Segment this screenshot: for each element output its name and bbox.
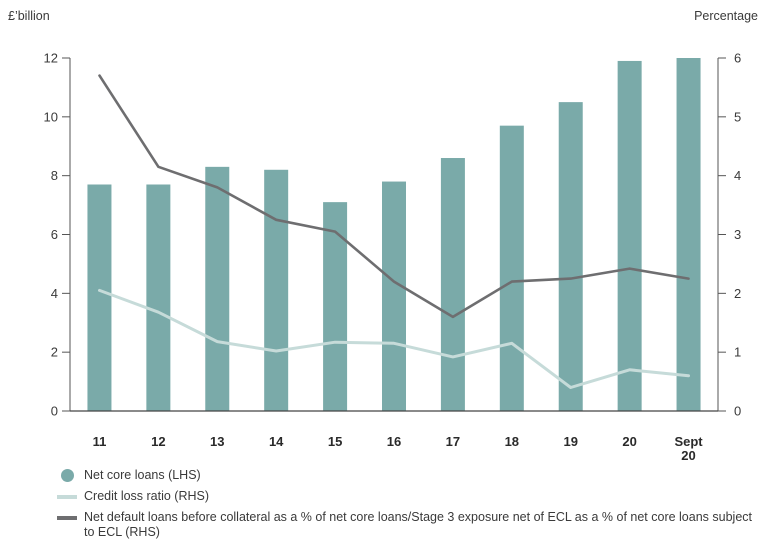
- right-axis-tick-label: 6: [734, 51, 741, 66]
- bar-net-core-loans: [617, 60, 642, 412]
- left-axis-tick-label: 4: [51, 286, 58, 301]
- x-axis-tick-label: 20: [622, 434, 636, 449]
- x-axis-tick-label: 15: [328, 434, 342, 449]
- left-axis-tick-label: 10: [44, 109, 58, 124]
- right-axis-title: Percentage: [694, 9, 758, 23]
- x-axis-tick-label: 17: [446, 434, 460, 449]
- bar-net-core-loans: [87, 184, 112, 411]
- bar-net-core-loans: [558, 102, 583, 411]
- bar-net-core-loans: [146, 184, 171, 411]
- left-axis-tick-label: 2: [51, 345, 58, 360]
- left-axis-tick-label: 0: [51, 404, 58, 419]
- legend-label: Credit loss ratio (RHS): [84, 489, 210, 503]
- left-axis-tick-label: 6: [51, 227, 58, 242]
- line-net-default-loans: [98, 74, 690, 319]
- bar-net-core-loans: [264, 169, 289, 411]
- x-axis-tick-label: 18: [505, 434, 519, 449]
- legend-label: Net default loans before collateral as a…: [84, 510, 752, 539]
- x-axis-tick-label: 12: [151, 434, 165, 449]
- bar-net-core-loans: [323, 202, 348, 411]
- x-axis-tick-label: 19: [563, 434, 577, 449]
- left-axis-title: £’billion: [8, 9, 50, 23]
- legend-line-icon: [57, 515, 77, 520]
- right-axis-tick-label: 5: [734, 109, 741, 124]
- x-axis-tick-label: 13: [210, 434, 224, 449]
- left-axis-tick-label: 8: [51, 168, 58, 183]
- x-axis-tick-label: 16: [387, 434, 401, 449]
- x-axis-tick-label: Sept 20: [674, 434, 703, 463]
- legend-label: Net core loans (LHS): [84, 468, 201, 482]
- bar-net-core-loans: [205, 166, 230, 411]
- right-axis-tick-label: 4: [734, 168, 741, 183]
- right-axis-tick-label: 3: [734, 227, 741, 242]
- bar-net-core-loans: [440, 158, 465, 411]
- bar-net-core-loans: [499, 125, 524, 412]
- bar-net-core-loans: [382, 181, 406, 411]
- legend-dot-icon: [60, 469, 74, 482]
- right-axis-tick-label: 0: [734, 404, 741, 419]
- legend-item-net-core-loans: Net core loans (LHS): [56, 468, 756, 483]
- legend-item-net-default-loans: Net default loans before collateral as a…: [56, 510, 756, 540]
- legend-line-icon: [57, 494, 77, 499]
- right-axis-tick-label: 1: [734, 345, 741, 360]
- bar-net-core-loans: [676, 58, 701, 411]
- left-axis-tick-label: 12: [44, 51, 58, 66]
- line-credit-loss-ratio: [98, 288, 690, 389]
- x-axis-tick-label: 14: [269, 434, 284, 449]
- legend-item-credit-loss-ratio: Credit loss ratio (RHS): [56, 489, 756, 504]
- x-axis-tick-label: 11: [93, 434, 107, 449]
- chart-legend: Net core loans (LHS) Credit loss ratio (…: [56, 468, 756, 546]
- right-axis-tick-label: 2: [734, 286, 741, 301]
